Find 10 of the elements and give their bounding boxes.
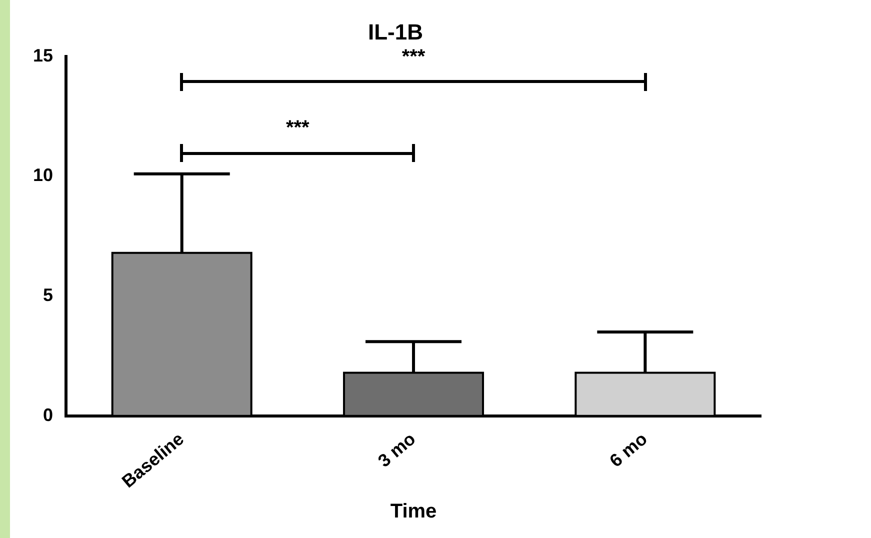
annotation: ***	[284, 117, 310, 140]
x-tick-label: 6 mo	[606, 428, 651, 472]
chart-title: IL-1B	[368, 19, 423, 44]
y-tick-label: 15	[32, 45, 54, 66]
y-tick-label: 10	[32, 165, 54, 186]
annotation: ***	[400, 46, 426, 69]
x-tick-label: 3 mo	[374, 428, 420, 472]
y-tick-label: 5	[43, 285, 54, 306]
y-tick-label: 0	[43, 404, 54, 425]
x-axis-title: Time	[390, 500, 437, 523]
